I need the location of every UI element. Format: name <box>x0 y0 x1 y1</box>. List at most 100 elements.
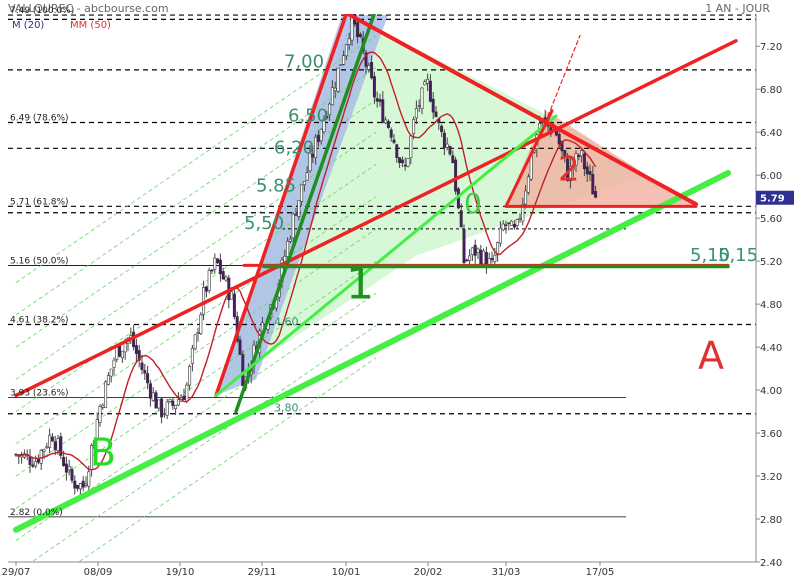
candle-body <box>347 38 351 45</box>
candle-body <box>76 484 80 489</box>
candle-body <box>403 164 407 167</box>
fibonacci-label: 2.82 (0.0%) <box>10 508 63 518</box>
candle-body <box>386 121 390 128</box>
candle-body <box>342 55 346 65</box>
candle-body <box>384 119 388 124</box>
fibonacci-label: 3.93 (23.6%) <box>10 389 69 399</box>
candle-body <box>218 259 222 275</box>
candle-body <box>490 258 494 260</box>
candle-body <box>448 146 452 155</box>
y-tick-label: 6.00 <box>760 171 782 182</box>
candle-body <box>468 255 472 261</box>
candle-body <box>112 359 116 368</box>
candle-body <box>193 334 197 350</box>
candle-body <box>101 404 105 408</box>
channel-dashed-line <box>15 196 377 445</box>
candle-body <box>431 98 435 113</box>
red-triangle-left <box>504 109 554 208</box>
candle-body <box>526 176 530 193</box>
candle-body <box>314 136 318 158</box>
candle-body <box>34 461 38 467</box>
last-price-badge <box>756 190 794 205</box>
descending-red-line <box>343 14 698 207</box>
fibonacci-label: 7.49 (100.0%) <box>10 6 74 16</box>
candle-body <box>328 103 332 116</box>
annotation-label: 7,00 <box>284 52 324 73</box>
candle-body <box>398 157 402 164</box>
candle-body <box>42 449 46 452</box>
annotation-label: A <box>698 334 724 378</box>
candle-body <box>241 354 245 387</box>
candle-body <box>496 242 500 256</box>
candle-body <box>574 153 578 166</box>
candle-body <box>28 456 32 465</box>
candle-body <box>232 293 236 317</box>
last-price-label: 5.79 <box>760 194 785 205</box>
candle-body <box>87 471 91 487</box>
fibonacci-label: 4.61 (38.2%) <box>10 316 69 326</box>
candle-body <box>174 405 178 409</box>
candle-body <box>521 203 525 222</box>
candle-body <box>417 105 421 107</box>
candle-body <box>465 259 469 262</box>
candle-body <box>204 286 208 292</box>
fibonacci-label: 5.71 (61.8%) <box>10 197 69 207</box>
candle-body <box>563 149 567 158</box>
candle-body <box>482 250 486 265</box>
x-tick-label: 19/10 <box>166 567 195 578</box>
y-tick-label: 2.80 <box>760 515 782 526</box>
fibonacci-label: 6.49 (78.6%) <box>10 114 69 124</box>
trendline-a-upper <box>14 39 738 398</box>
channel-dashed-line <box>15 67 377 316</box>
candle-body <box>442 132 446 148</box>
channel-dashed-line <box>77 357 377 562</box>
candle-body <box>510 220 514 226</box>
candle-body <box>221 271 225 280</box>
candle-body <box>440 125 444 133</box>
candle-body <box>168 399 172 402</box>
annotation-label: 2 <box>558 150 580 190</box>
candle-body <box>140 362 144 371</box>
candle-body <box>106 375 110 385</box>
candle-body <box>31 464 35 467</box>
steep-green-line <box>234 14 376 414</box>
candle-body <box>62 456 66 466</box>
candle-body <box>378 99 382 102</box>
candle-body <box>64 463 68 473</box>
candle-body <box>210 269 214 272</box>
candle-body <box>165 401 169 416</box>
candle-body <box>300 184 304 202</box>
x-tick-label: 29/11 <box>248 567 277 578</box>
candle-body <box>515 219 519 226</box>
candle-body <box>176 399 180 406</box>
candle-body <box>288 238 292 242</box>
candle-body <box>308 152 312 172</box>
candle-body <box>445 143 449 148</box>
candle-body <box>151 392 155 401</box>
candle-body <box>406 158 410 167</box>
candle-body <box>98 406 102 423</box>
candle-body <box>146 373 150 384</box>
candle-body <box>67 466 71 471</box>
candle-body <box>350 14 354 41</box>
channel-dashed-line <box>15 228 377 477</box>
annotation-label: 6,20 <box>274 138 314 159</box>
candle-body <box>423 81 427 86</box>
candle-body <box>73 480 77 489</box>
candle-body <box>291 213 295 239</box>
candle-body <box>504 224 508 226</box>
candle-body <box>594 191 598 198</box>
candle-body <box>171 400 175 406</box>
candle-body <box>148 383 152 399</box>
candle-body <box>420 87 424 110</box>
chart-title: VALLOUREC - abcbourse.com <box>8 2 169 15</box>
candle-body <box>518 217 522 220</box>
candle-body <box>311 153 315 158</box>
candle-body <box>454 159 458 192</box>
inner-green-line <box>214 114 558 397</box>
candle-body <box>582 153 586 170</box>
candle-body <box>316 134 320 142</box>
candle-body <box>566 158 570 182</box>
y-tick-label: 6.40 <box>760 128 782 139</box>
candle-body <box>459 210 463 228</box>
